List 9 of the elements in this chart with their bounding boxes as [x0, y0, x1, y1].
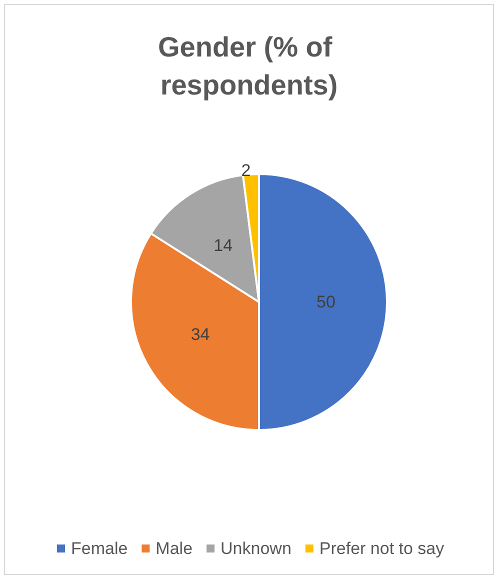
legend-label: Male [156, 539, 193, 558]
data-label: 14 [214, 236, 233, 255]
data-label: 50 [316, 292, 336, 312]
chart-title: Gender (% of respondents) [158, 32, 340, 100]
data-label: 34 [190, 324, 210, 344]
legend-label: Female [71, 539, 128, 558]
legend-label: Prefer not to say [319, 539, 445, 558]
data-label: 2 [241, 160, 251, 180]
legend-label: Unknown [220, 539, 292, 558]
